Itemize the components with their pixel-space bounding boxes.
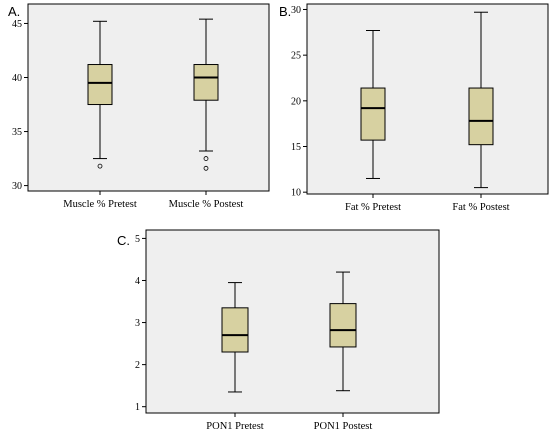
y-tick-label: 45 (12, 19, 22, 30)
plot-area (145, 229, 440, 414)
plot-area (27, 3, 270, 192)
y-tick-label: 25 (291, 51, 301, 62)
y-tick-label: 40 (12, 73, 22, 84)
panel-label: B. (279, 4, 291, 19)
plot-area (306, 3, 549, 195)
box-iqr (360, 87, 386, 141)
box-iqr (221, 307, 249, 353)
box-iqr (87, 64, 113, 106)
category-label: Fat % Pretest (345, 202, 401, 213)
box-iqr (329, 303, 357, 348)
y-tick-label: 3 (135, 318, 140, 329)
y-tick-label: 4 (135, 276, 140, 287)
outlier-point (97, 163, 103, 169)
y-tick-label: 2 (135, 360, 140, 371)
category-label: PON1 Pretest (206, 421, 264, 432)
y-tick-label: 15 (291, 142, 301, 153)
y-tick-label: 30 (291, 5, 301, 16)
y-tick-label: 10 (291, 188, 301, 199)
panel-b: B. 10 15 20 25 30 Fat % Pretest Fat % Postest (279, 3, 549, 213)
category-label: PON1 Postest (314, 421, 373, 432)
y-tick-label: 5 (135, 234, 140, 245)
outlier-point (203, 165, 209, 171)
y-tick-label: 30 (12, 181, 22, 192)
box-iqr (468, 87, 494, 146)
category-label: Muscle % Postest (169, 199, 244, 210)
y-tick-label: 1 (135, 402, 140, 413)
box-iqr (193, 64, 219, 101)
y-tick-label: 35 (12, 127, 22, 138)
panel-c: C. 1 2 3 4 5 PON1 Pretest PON1 Postest (117, 229, 440, 432)
panel-label: A. (8, 4, 20, 19)
category-label: Muscle % Pretest (63, 199, 137, 210)
y-tick-label: 20 (291, 96, 301, 107)
panel-a: A. 30 35 40 45 Muscle % Pretest Muscle % Poste… (8, 3, 270, 210)
category-label: Fat % Postest (452, 202, 509, 213)
outlier-point (203, 156, 209, 161)
panel-label: C. (117, 233, 130, 248)
